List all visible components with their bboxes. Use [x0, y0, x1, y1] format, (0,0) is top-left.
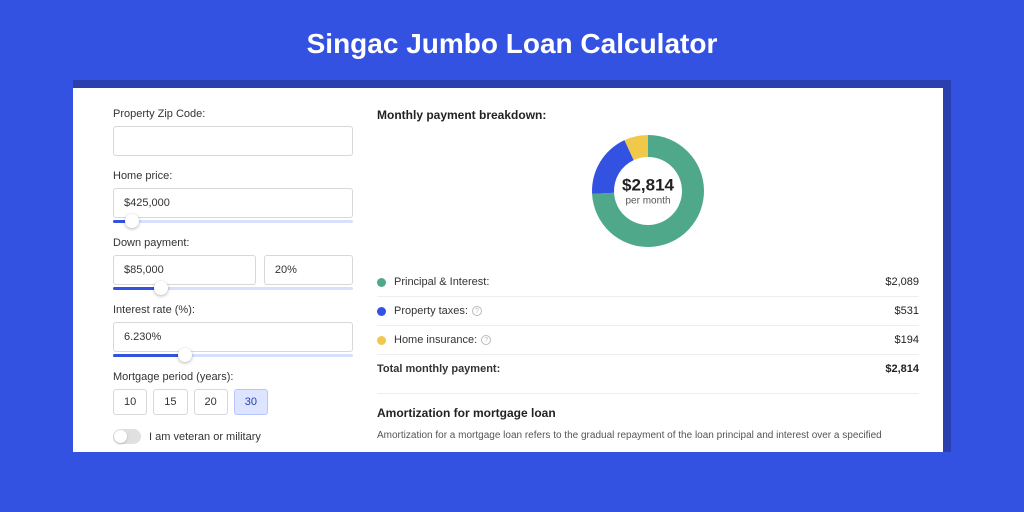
down-payment-amount-input[interactable] — [113, 255, 256, 285]
page-title: Singac Jumbo Loan Calculator — [0, 0, 1024, 80]
legend-row: Principal & Interest:$2,089 — [377, 268, 919, 297]
interest-input[interactable] — [113, 322, 353, 352]
legend-dot — [377, 336, 386, 345]
amortization-title: Amortization for mortgage loan — [377, 406, 919, 420]
amortization-section: Amortization for mortgage loan Amortizat… — [377, 393, 919, 443]
total-label: Total monthly payment: — [377, 363, 885, 375]
legend-value: $531 — [895, 305, 919, 317]
donut-amount: $2,814 — [622, 176, 674, 196]
legend-dot — [377, 307, 386, 316]
veteran-toggle[interactable] — [113, 429, 141, 444]
interest-slider[interactable] — [113, 354, 353, 357]
veteran-row: I am veteran or military — [113, 429, 353, 444]
legend-label: Principal & Interest: — [394, 276, 885, 288]
zip-input[interactable] — [113, 126, 353, 156]
period-label: Mortgage period (years): — [113, 371, 353, 383]
down-payment-slider[interactable] — [113, 287, 353, 290]
period-button-15[interactable]: 15 — [153, 389, 187, 415]
calculator-card: Property Zip Code: Home price: Down paym… — [73, 88, 943, 452]
form-column: Property Zip Code: Home price: Down paym… — [113, 108, 353, 444]
period-button-20[interactable]: 20 — [194, 389, 228, 415]
legend-row: Home insurance: ?$194 — [377, 326, 919, 355]
down-payment-group: Down payment: — [113, 237, 353, 290]
legend-label: Property taxes: ? — [394, 305, 895, 317]
zip-group: Property Zip Code: — [113, 108, 353, 156]
legend-value: $2,089 — [885, 276, 919, 288]
card-shadow: Property Zip Code: Home price: Down paym… — [73, 80, 951, 452]
legend-dot — [377, 278, 386, 287]
home-price-label: Home price: — [113, 170, 353, 182]
legend-label: Home insurance: ? — [394, 334, 895, 346]
home-price-slider[interactable] — [113, 220, 353, 223]
total-value: $2,814 — [885, 363, 919, 375]
home-price-group: Home price: — [113, 170, 353, 223]
legend-list: Principal & Interest:$2,089Property taxe… — [377, 268, 919, 355]
interest-group: Interest rate (%): — [113, 304, 353, 357]
amortization-text: Amortization for a mortgage loan refers … — [377, 428, 919, 443]
home-price-input[interactable] — [113, 188, 353, 218]
breakdown-column: Monthly payment breakdown: $2,814 per mo… — [377, 108, 919, 444]
down-payment-label: Down payment: — [113, 237, 353, 249]
info-icon[interactable]: ? — [481, 335, 491, 345]
donut-per-month-label: per month — [622, 196, 674, 207]
total-row: Total monthly payment: $2,814 — [377, 355, 919, 383]
down-payment-percent-input[interactable] — [264, 255, 353, 285]
period-button-10[interactable]: 10 — [113, 389, 147, 415]
interest-label: Interest rate (%): — [113, 304, 353, 316]
donut-chart: $2,814 per month — [377, 132, 919, 250]
period-group: Mortgage period (years): 1015 2030 — [113, 371, 353, 415]
legend-value: $194 — [895, 334, 919, 346]
veteran-label: I am veteran or military — [149, 431, 261, 443]
breakdown-title: Monthly payment breakdown: — [377, 108, 919, 122]
period-button-30[interactable]: 30 — [234, 389, 268, 415]
zip-label: Property Zip Code: — [113, 108, 353, 120]
legend-row: Property taxes: ?$531 — [377, 297, 919, 326]
info-icon[interactable]: ? — [472, 306, 482, 316]
